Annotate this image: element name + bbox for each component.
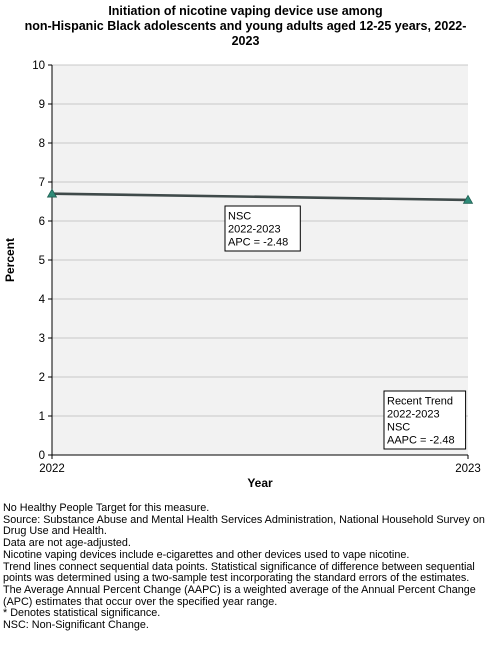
footnote: Nicotine vaping devices include e-cigare… [3, 548, 410, 561]
y-tick-label: 2 [39, 372, 45, 384]
x-axis-ticks: 2022 2023 [39, 455, 481, 475]
y-axis-label: Percent [3, 238, 17, 282]
annotation-box [224, 205, 301, 252]
x-tick-label: 2023 [455, 463, 481, 475]
y-tick-label: 7 [39, 177, 45, 189]
footnote: * Denotes statistical significance. [3, 607, 161, 620]
footnotes: No Healthy People Target for this measur… [3, 502, 491, 632]
y-tick-label: 0 [39, 450, 45, 462]
y-tick-label: 9 [39, 99, 45, 111]
x-tick-label: 2022 [39, 463, 65, 475]
data-point-2022 [46, 188, 58, 198]
y-tick-label: 5 [39, 255, 45, 267]
footnote: Trend lines connect sequential data poin… [3, 560, 475, 585]
annotation-line: NSC [387, 422, 410, 434]
series-group [46, 188, 474, 204]
chart-title-line-2: non-Hispanic Black adolescents and young… [24, 19, 467, 33]
y-tick-label: 10 [32, 60, 45, 72]
x-axis-label: Year [247, 476, 273, 490]
chart-title-line-1: Initiation of nicotine vaping device use… [108, 4, 383, 18]
y-axis-ticks: 0 1 2 3 4 5 6 7 8 9 10 [32, 60, 52, 462]
annotation-line: 2022-2023 [387, 409, 440, 421]
annotation-line: APC = -2.48 [228, 237, 288, 249]
chart-title-line-3: 2023 [231, 34, 260, 48]
footnote: NSC: Non-Significant Change. [3, 619, 149, 632]
footnote: Source: Substance Abuse and Mental Healt… [3, 513, 485, 538]
series-line [51, 192, 469, 202]
annotation-line: 2022-2023 [228, 224, 281, 236]
y-tick-label: 1 [39, 411, 45, 423]
annotation-line: Recent Trend [387, 396, 453, 408]
y-tick-label: 3 [39, 333, 45, 345]
footnote: Data are not age-adjusted. [3, 537, 131, 550]
annotation-line: AAPC = -2.48 [387, 435, 455, 447]
y-tick-label: 6 [39, 216, 45, 228]
chart-title: Initiation of nicotine vaping device use… [0, 4, 491, 49]
y-tick-label: 4 [39, 294, 46, 306]
data-point-2023 [462, 194, 474, 204]
footnote: No Healthy People Target for this measur… [3, 502, 210, 514]
annotation-box [383, 390, 467, 450]
y-tick-label: 8 [39, 138, 45, 150]
footnote: The Average Annual Percent Change (AAPC)… [3, 583, 476, 608]
annotation-line: NSC [228, 211, 251, 223]
